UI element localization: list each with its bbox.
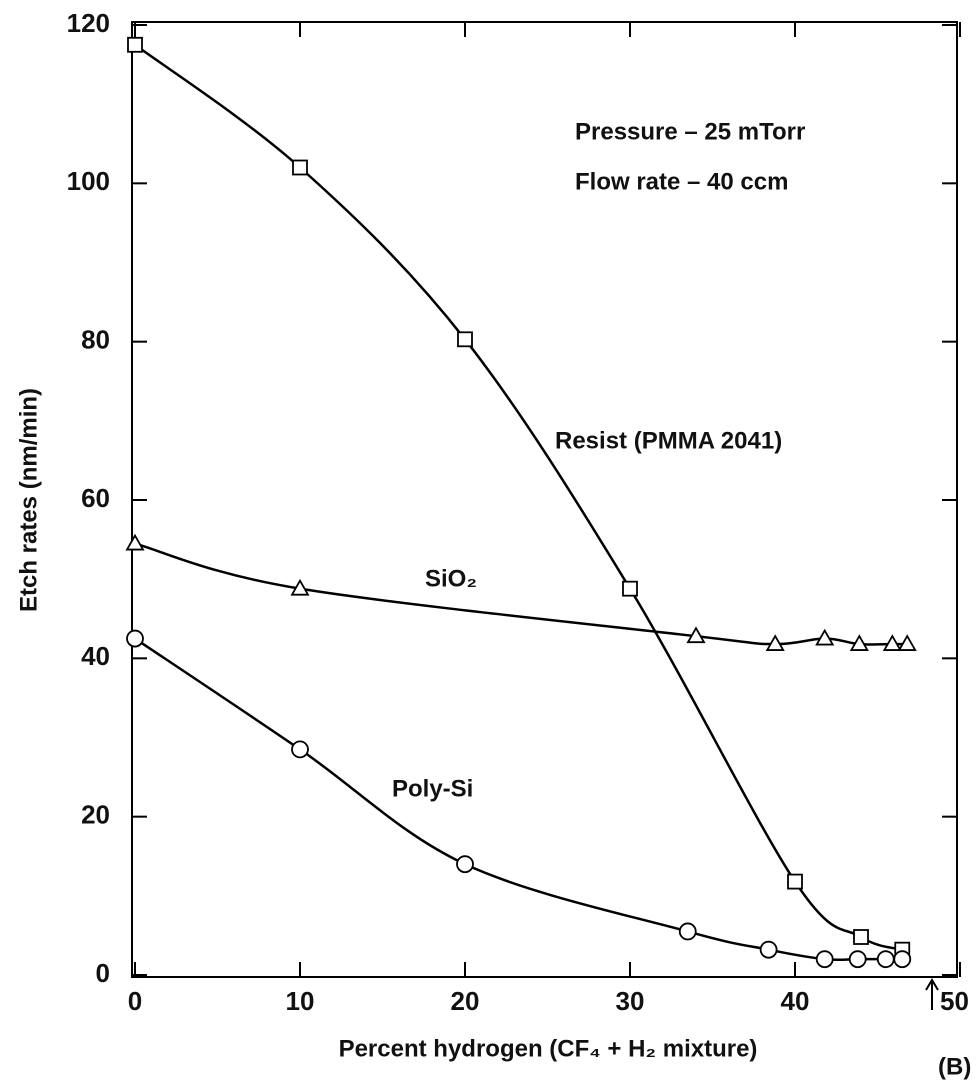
marker bbox=[876, 950, 895, 969]
annotation: (B) bbox=[938, 1053, 971, 1080]
marker bbox=[815, 950, 834, 969]
y-tick-label: 60 bbox=[81, 483, 110, 513]
marker bbox=[759, 940, 778, 959]
x-tick-label: 0 bbox=[128, 986, 142, 1016]
marker bbox=[125, 533, 145, 551]
y-tick-label: 20 bbox=[81, 800, 110, 830]
series-line bbox=[134, 542, 908, 646]
marker bbox=[127, 36, 143, 53]
marker bbox=[126, 629, 144, 648]
marker bbox=[897, 634, 917, 651]
annotation: Flow rate – 40 ccm bbox=[575, 168, 788, 195]
y-tick-label: 40 bbox=[81, 641, 110, 671]
x-tick-label: 30 bbox=[616, 986, 645, 1016]
series-label: Poly-Si bbox=[392, 775, 473, 802]
y-tick-label: 120 bbox=[67, 8, 110, 38]
arrow-head bbox=[925, 978, 939, 991]
marker bbox=[291, 740, 309, 759]
marker bbox=[853, 929, 869, 945]
series-label: Resist (PMMA 2041) bbox=[555, 427, 782, 454]
x-tick-label: 10 bbox=[286, 986, 315, 1016]
marker bbox=[678, 922, 697, 941]
marker bbox=[765, 634, 785, 651]
y-tick-label: 0 bbox=[96, 958, 110, 988]
marker bbox=[849, 634, 869, 651]
series-label: SiO₂ bbox=[425, 565, 477, 592]
x-axis-label: Percent hydrogen (CF₄ + H₂ mixture) bbox=[339, 1035, 758, 1062]
x-tick-label: 50 bbox=[940, 986, 969, 1016]
marker bbox=[457, 331, 473, 348]
y-tick-label: 100 bbox=[67, 166, 110, 196]
x-tick-label: 20 bbox=[451, 986, 480, 1016]
y-tick-label: 80 bbox=[81, 325, 110, 355]
plot-frame bbox=[131, 21, 958, 978]
series-line bbox=[134, 637, 903, 962]
x-tick-label: 40 bbox=[781, 986, 810, 1016]
y-axis-label: Etch rates (nm/min) bbox=[15, 388, 42, 612]
marker bbox=[882, 634, 902, 651]
marker bbox=[622, 580, 638, 597]
marker bbox=[290, 578, 310, 596]
marker bbox=[815, 628, 835, 646]
marker bbox=[292, 159, 308, 176]
marker bbox=[848, 950, 867, 969]
marker bbox=[787, 873, 803, 890]
annotation: Pressure – 25 mTorr bbox=[575, 118, 805, 145]
marker bbox=[686, 626, 706, 644]
marker bbox=[893, 950, 912, 969]
marker bbox=[456, 855, 474, 874]
